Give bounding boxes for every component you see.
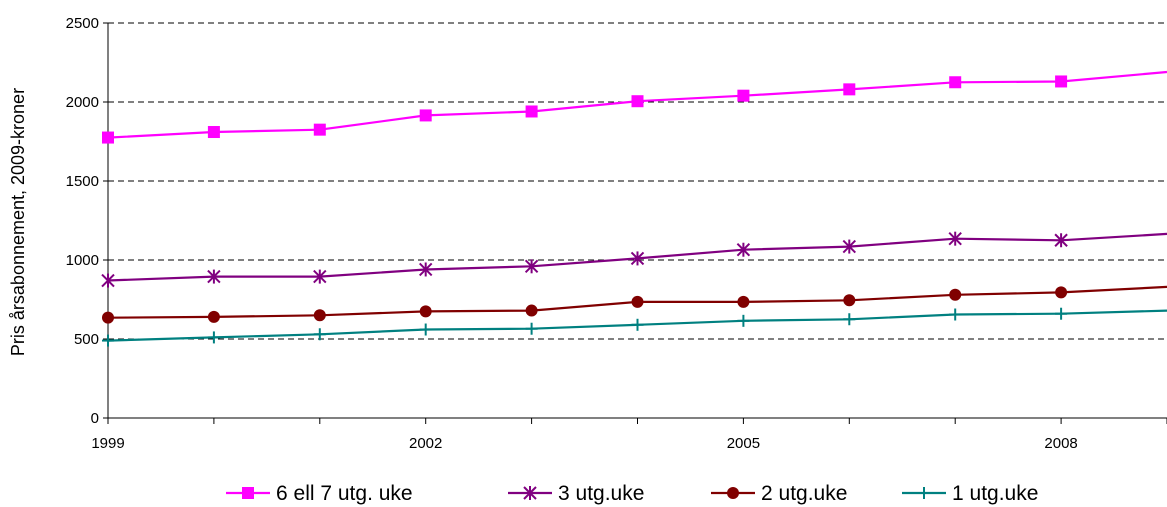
data-point <box>101 273 115 288</box>
grid-layer <box>108 22 1167 340</box>
data-point <box>737 314 750 327</box>
data-point <box>949 76 962 89</box>
data-point <box>419 323 432 336</box>
data-point <box>1055 307 1068 320</box>
data-point <box>631 318 644 331</box>
y-tick-label: 0 <box>91 410 99 427</box>
series-3 <box>102 285 1167 324</box>
data-point <box>843 294 856 307</box>
data-point <box>313 123 326 136</box>
x-tick-label: 2005 <box>727 435 760 452</box>
legend-item-1: 6 ell 7 utg. uke <box>226 482 413 505</box>
data-point <box>631 295 644 308</box>
data-point <box>1055 75 1068 88</box>
data-point <box>525 322 538 335</box>
series-1 <box>102 70 1167 144</box>
series-2 <box>101 231 1167 288</box>
y-tick-label: 1000 <box>66 252 99 269</box>
legend: 6 ell 7 utg. uke 3 utg.uke 2 utg.uke 1 utg.… <box>226 482 1038 505</box>
data-point <box>313 309 326 322</box>
legend-label: 6 ell 7 utg. uke <box>276 482 413 505</box>
data-point <box>631 95 644 108</box>
data-point <box>419 305 432 318</box>
legend-item-2: 3 utg.uke <box>508 482 644 505</box>
x-tick-label: 2002 <box>409 435 442 452</box>
legend-item-4: 1 utg.uke <box>902 482 1038 505</box>
x-tick-label: 2008 <box>1044 435 1077 452</box>
data-point <box>949 308 962 321</box>
data-point <box>842 239 857 254</box>
data-point <box>418 262 433 277</box>
legend-marker <box>242 487 254 499</box>
y-tick-label: 500 <box>74 331 99 348</box>
y-axis-title: Pris årsabonnement, 2009-kroner <box>8 88 28 356</box>
legend-label: 2 utg.uke <box>761 482 847 505</box>
legend-marker <box>727 487 739 499</box>
data-point <box>313 269 327 284</box>
data-point <box>525 105 538 118</box>
legend-item-3: 2 utg.uke <box>711 482 847 505</box>
x-tick-label: 1999 <box>91 435 124 452</box>
data-point <box>207 310 220 323</box>
legend-label: 1 utg.uke <box>952 482 1038 505</box>
data-point <box>207 126 220 139</box>
legend-label: 3 utg.uke <box>558 482 644 505</box>
data-point <box>207 331 220 344</box>
data-point <box>419 109 432 122</box>
data-point <box>843 83 856 96</box>
data-point <box>207 269 221 284</box>
data-point <box>843 313 856 326</box>
y-tick-label: 1500 <box>66 173 99 190</box>
data-point <box>102 131 114 144</box>
data-point <box>630 251 645 266</box>
series-4 <box>102 307 1167 347</box>
legend-marker <box>523 486 537 500</box>
y-tick-label: 2000 <box>66 94 99 111</box>
data-point <box>524 259 539 274</box>
data-point <box>948 231 962 246</box>
data-point <box>949 288 962 301</box>
data-point <box>102 311 114 324</box>
axis-layer: 0 500 1000 1500 2000 2500 1999 2002 2005 2008 <box>66 15 1167 452</box>
data-point <box>525 304 538 317</box>
y-tick-label: 2500 <box>66 15 99 32</box>
data-point <box>102 334 114 347</box>
series-layer <box>101 70 1167 347</box>
data-point <box>1055 286 1068 299</box>
data-point <box>313 328 326 341</box>
data-point <box>736 242 751 257</box>
data-point <box>737 89 750 102</box>
data-point <box>737 295 750 308</box>
legend-marker <box>918 487 930 499</box>
data-point <box>1054 233 1068 248</box>
